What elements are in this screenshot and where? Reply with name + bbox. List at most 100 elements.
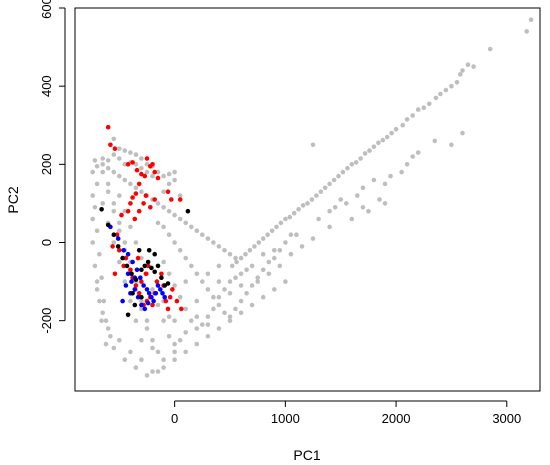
data-point-series-0 — [122, 208, 128, 214]
data-point-series-0 — [194, 314, 200, 320]
data-point-series-0 — [161, 224, 166, 230]
data-point-series-0 — [90, 216, 95, 222]
data-point-series-2 — [151, 298, 156, 304]
data-point-series-2 — [115, 236, 121, 241]
data-point-series-0 — [128, 150, 133, 155]
data-point-series-2 — [142, 306, 148, 312]
data-point-series-0 — [133, 240, 139, 245]
data-point-series-3 — [136, 248, 142, 253]
data-point-series-2 — [139, 302, 144, 308]
data-point-series-1 — [144, 156, 150, 161]
data-point-series-0 — [400, 122, 406, 128]
data-point-series-0 — [172, 212, 177, 218]
data-point-series-0 — [100, 162, 105, 167]
data-point-series-1 — [165, 189, 171, 194]
data-point-series-0 — [122, 357, 128, 363]
data-point-series-0 — [183, 330, 188, 335]
data-point-series-0 — [90, 169, 95, 175]
data-point-series-3 — [146, 248, 152, 253]
data-point-series-0 — [172, 349, 177, 355]
data-point-series-1 — [112, 146, 118, 151]
data-point-series-0 — [166, 232, 172, 237]
plot-frame — [74, 7, 541, 392]
data-point-series-3 — [162, 283, 167, 288]
data-point-series-0 — [249, 283, 255, 288]
data-point-series-2 — [132, 287, 138, 292]
data-point-series-0 — [139, 306, 144, 312]
data-point-series-0 — [128, 298, 133, 304]
data-point-series-2 — [153, 291, 159, 296]
data-point-series-0 — [238, 271, 244, 277]
data-point-series-1 — [133, 283, 139, 288]
data-point-series-0 — [100, 156, 105, 161]
data-point-series-0 — [353, 160, 359, 165]
data-point-series-0 — [155, 220, 161, 226]
data-point-series-0 — [117, 146, 122, 151]
data-point-series-0 — [150, 345, 155, 351]
data-point-series-0 — [183, 279, 188, 284]
data-point-series-1 — [152, 197, 157, 202]
data-point-series-0 — [100, 310, 105, 316]
data-point-series-0 — [269, 228, 275, 234]
data-point-series-1 — [139, 171, 144, 177]
data-point-series-0 — [133, 365, 139, 370]
data-point-series-0 — [155, 349, 161, 355]
data-point-series-3 — [105, 222, 111, 228]
x-tick-label: 3000 — [492, 411, 521, 426]
data-point-series-0 — [105, 189, 111, 194]
data-point-series-3 — [149, 265, 154, 271]
data-point-series-0 — [415, 150, 421, 155]
data-point-series-0 — [133, 185, 139, 191]
data-point-series-0 — [238, 283, 244, 288]
data-point-series-0 — [233, 255, 238, 261]
data-point-series-2 — [149, 294, 154, 300]
data-point-series-0 — [194, 341, 200, 347]
data-point-series-2 — [141, 283, 146, 288]
data-point-series-3 — [99, 207, 104, 212]
x-tick-label: 2000 — [382, 411, 411, 426]
data-point-series-0 — [122, 148, 128, 153]
x-axis-title: PC1 — [293, 447, 320, 463]
data-point-series-0 — [150, 337, 155, 343]
data-point-series-0 — [404, 162, 410, 167]
data-point-series-0 — [194, 228, 200, 234]
data-point-series-0 — [122, 279, 128, 284]
data-point-series-0 — [355, 193, 360, 198]
data-point-series-0 — [272, 248, 277, 253]
data-point-series-3 — [142, 263, 148, 269]
data-point-series-0 — [458, 72, 463, 77]
data-point-series-0 — [172, 169, 177, 175]
data-point-series-3 — [152, 251, 157, 257]
data-point-series-0 — [161, 173, 166, 179]
data-point-series-0 — [277, 263, 283, 269]
data-point-series-0 — [433, 95, 439, 101]
data-point-series-0 — [211, 306, 216, 312]
data-point-series-1 — [155, 175, 161, 181]
data-point-series-0 — [172, 341, 177, 347]
data-point-series-2 — [120, 298, 125, 304]
data-point-series-2 — [125, 271, 131, 277]
data-point-series-0 — [90, 193, 95, 198]
data-point-series-0 — [111, 169, 117, 175]
y-tick-label: 200 — [39, 153, 54, 175]
data-point-series-0 — [243, 251, 248, 257]
data-point-series-0 — [99, 275, 104, 281]
data-point-series-0 — [252, 244, 257, 249]
data-point-series-0 — [438, 91, 443, 97]
data-point-series-0 — [139, 298, 144, 304]
data-point-series-0 — [166, 181, 172, 187]
data-point-series-0 — [367, 148, 372, 153]
data-point-series-0 — [327, 224, 332, 230]
data-point-series-0 — [111, 240, 117, 245]
data-point-series-0 — [128, 224, 133, 230]
data-point-series-0 — [177, 193, 183, 198]
data-point-series-0 — [291, 210, 297, 216]
data-point-series-0 — [189, 318, 194, 324]
data-point-series-0 — [238, 310, 244, 316]
data-point-series-0 — [278, 220, 284, 226]
data-point-series-0 — [340, 169, 346, 175]
data-point-series-3 — [159, 275, 164, 281]
data-point-series-0 — [139, 337, 144, 343]
data-point-series-0 — [155, 169, 161, 175]
data-point-series-2 — [129, 279, 134, 284]
